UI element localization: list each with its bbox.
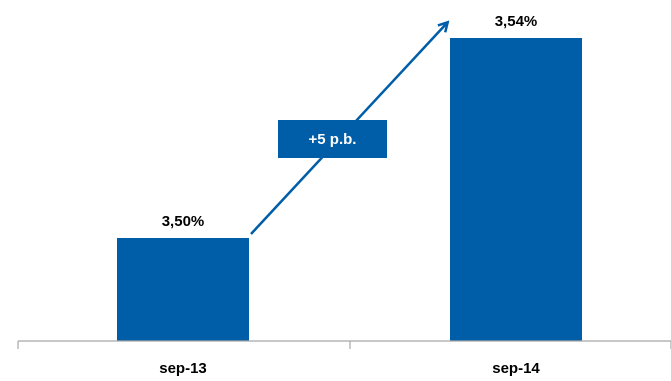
x-axis [17,340,671,349]
value-label-sep-14: 3,54% [495,13,538,30]
labels-layer: 3,50% sep-13 3,54% sep-14 [159,13,540,377]
annotation-label: +5 p.b. [309,131,357,148]
annotation-layer: +5 p.b. [278,120,387,158]
annotation-box [278,120,387,158]
category-label-sep-13: sep-13 [159,360,207,376]
bar-sep-13 [117,238,249,341]
bars-layer [117,38,582,341]
bar-sep-14 [450,38,582,341]
value-label-sep-13: 3,50% [162,213,205,230]
category-label-sep-14: sep-14 [492,360,540,376]
